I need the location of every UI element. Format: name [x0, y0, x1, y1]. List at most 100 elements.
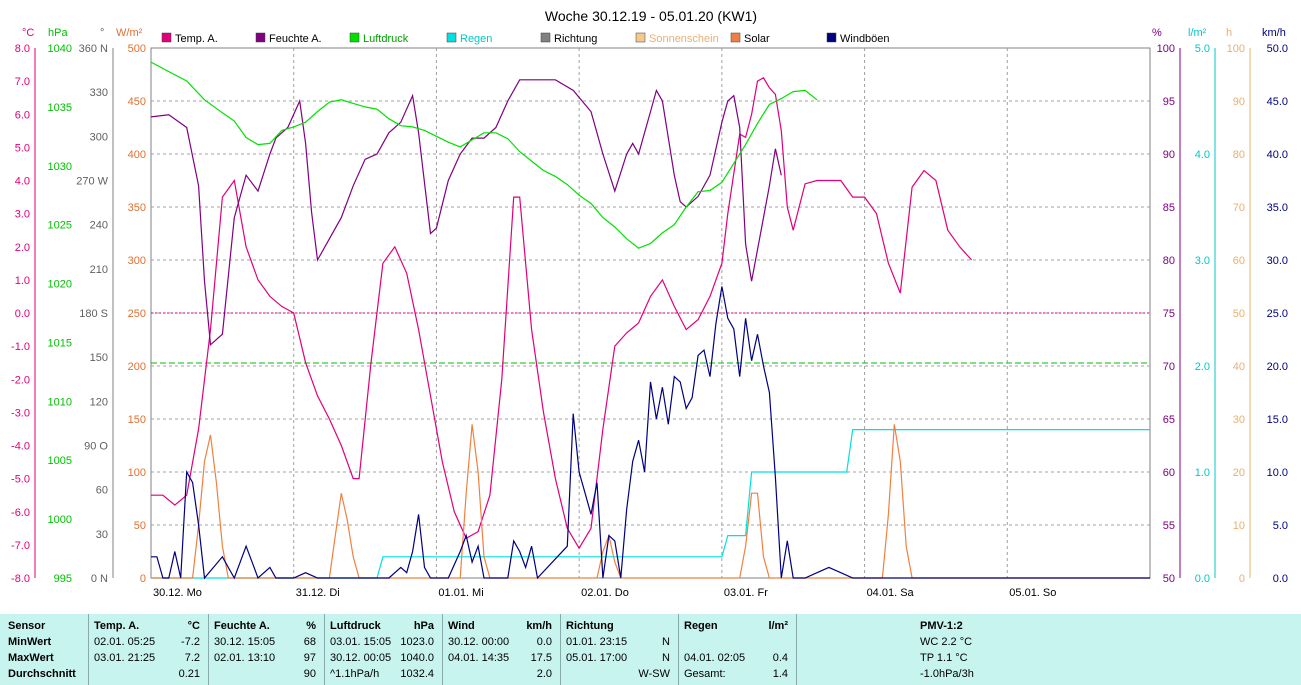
legend-swatch — [349, 32, 360, 43]
direction-max-time: 05.01. 17:00 — [566, 652, 628, 664]
pmv-pressure-trend: -1.0hPa/3h — [920, 668, 974, 680]
pressure-max-time: 30.12. 00:05 — [330, 652, 392, 664]
pressure-min-time: 03.01. 15:05 — [330, 636, 392, 648]
tick-label-wind: 0.0 — [1273, 573, 1288, 585]
tick-label-rain: 0.0 — [1195, 573, 1210, 585]
pmv-dew-point: TP 1.1 °C — [920, 652, 968, 664]
series-line-regen — [151, 429, 1150, 579]
tick-label-wind: 45.0 — [1267, 96, 1288, 108]
tick-label-humidity: 60 — [1163, 467, 1175, 479]
header-rain: Regen — [684, 620, 718, 632]
header-temp-unit: °C — [187, 620, 200, 632]
legend-label: Feuchte A. — [269, 33, 322, 45]
tick-label-solar: 200 — [128, 361, 146, 373]
tick-label-pressure: 1015 — [48, 337, 72, 349]
tick-label-direction: 60 — [96, 485, 108, 497]
wind-max-value: 17.5 — [530, 652, 552, 664]
x-tick-label: 31.12. Di — [296, 587, 340, 599]
tick-label-direction: 180 S — [79, 308, 108, 320]
tick-label-rain: 3.0 — [1195, 255, 1210, 267]
tick-label-wind: 15.0 — [1267, 414, 1288, 426]
tick-label-sunshine: 20 — [1233, 467, 1245, 479]
legend-label: Sonnenschein — [649, 33, 719, 45]
rain-total-label: Gesamt: — [684, 668, 726, 680]
tick-label-temp: -6.0 — [11, 507, 30, 519]
axis-unit-label: °C — [22, 27, 34, 39]
tick-label-temp: -8.0 — [11, 573, 30, 585]
wind-avg-value: 2.0 — [536, 668, 552, 680]
x-tick-label: 01.01. Mi — [438, 587, 483, 599]
header-sensor: Sensor — [8, 620, 46, 632]
header-pressure: Luftdruck — [330, 620, 381, 632]
tick-label-rain: 5.0 — [1195, 43, 1210, 55]
legend-swatch — [446, 32, 457, 43]
tick-label-wind: 10.0 — [1267, 467, 1288, 479]
tick-label-direction: 120 — [90, 396, 108, 408]
tick-label-rain: 1.0 — [1195, 467, 1210, 479]
series-line-windb-en — [151, 286, 1150, 580]
tick-label-sunshine: 10 — [1233, 520, 1245, 532]
x-tick-label: 30.12. Mo — [153, 587, 202, 599]
tick-label-solar: 450 — [128, 96, 146, 108]
legend-swatch — [255, 32, 266, 43]
x-tick-label: 04.01. Sa — [867, 587, 915, 599]
pressure-trend: ^1.1hPa/h — [330, 668, 380, 680]
axis-unit-label: W/m² — [116, 27, 143, 39]
tick-label-direction: 150 — [90, 352, 108, 364]
tick-label-pressure: 1040 — [48, 43, 72, 55]
humidity-max-value: 97 — [303, 652, 316, 664]
direction-avg-value: W-SW — [638, 668, 670, 680]
x-tick-label: 03.01. Fr — [724, 587, 768, 599]
legend-swatch — [540, 32, 551, 43]
tick-label-temp: -4.0 — [11, 441, 30, 453]
legend-swatch — [826, 32, 837, 43]
header-rain-unit: l/m² — [768, 620, 788, 632]
tick-label-sunshine: 40 — [1233, 361, 1245, 373]
pressure-avg-value: 1032.4 — [400, 668, 434, 680]
axis-unit-label: h — [1226, 27, 1232, 39]
x-tick-label: 05.01. So — [1009, 587, 1056, 599]
tick-label-temp: 5.0 — [15, 142, 30, 154]
tick-label-pressure: 1010 — [48, 396, 72, 408]
tick-label-pressure: 1035 — [48, 102, 72, 114]
legend-label: Windböen — [840, 33, 890, 45]
statistics-table: Sensor Temp. A. °C Feuchte A. % Luftdruc… — [0, 614, 1301, 685]
humidity-min-value: 68 — [303, 636, 316, 648]
tick-label-humidity: 65 — [1163, 414, 1175, 426]
tick-label-wind: 25.0 — [1267, 308, 1288, 320]
tick-label-wind: 20.0 — [1267, 361, 1288, 373]
tick-label-solar: 0 — [140, 573, 146, 585]
rain-max-value: 0.4 — [772, 652, 788, 664]
header-humidity: Feuchte A. — [214, 620, 270, 632]
tick-label-wind: 30.0 — [1267, 255, 1288, 267]
legend-label: Luftdruck — [363, 33, 409, 45]
humidity-min-time: 30.12. 15:05 — [214, 636, 276, 648]
tick-label-direction: 30 — [96, 529, 108, 541]
row-label-max: MaxWert — [8, 652, 54, 664]
tick-label-temp: 6.0 — [15, 109, 30, 121]
legend-label: Temp. A. — [175, 33, 218, 45]
tick-label-temp: -7.0 — [11, 540, 30, 552]
tick-label-humidity: 100 — [1157, 43, 1175, 55]
temp-max-time: 03.01. 21:25 — [94, 652, 156, 664]
header-pressure-unit: hPa — [413, 620, 434, 632]
legend-swatch — [730, 32, 741, 43]
tick-label-humidity: 90 — [1163, 149, 1175, 161]
row-label-avg: Durchschnitt — [8, 668, 76, 680]
tick-label-temp: -2.0 — [11, 374, 30, 386]
tick-label-solar: 50 — [134, 520, 146, 532]
tick-label-temp: -1.0 — [11, 341, 30, 353]
tick-label-pressure: 1025 — [48, 220, 72, 232]
series-line-feuchte-a- — [150, 79, 782, 347]
tick-label-sunshine: 60 — [1233, 255, 1245, 267]
weather-week-chart: Woche 30.12.19 - 05.01.20 (KW1) 8.0 7.0 6.… — [11, 8, 1288, 599]
legend-swatch — [635, 32, 646, 43]
wind-max-time: 04.01. 14:35 — [448, 652, 510, 664]
series-line-temp-a- — [151, 76, 973, 550]
tick-label-temp: 3.0 — [15, 209, 30, 221]
humidity-max-time: 02.01. 13:10 — [214, 652, 276, 664]
axis-unit-label: ° — [100, 27, 104, 39]
tick-label-pressure: 995 — [54, 573, 72, 585]
tick-label-sunshine: 50 — [1233, 308, 1245, 320]
header-pmv: PMV-1:2 — [920, 620, 963, 632]
